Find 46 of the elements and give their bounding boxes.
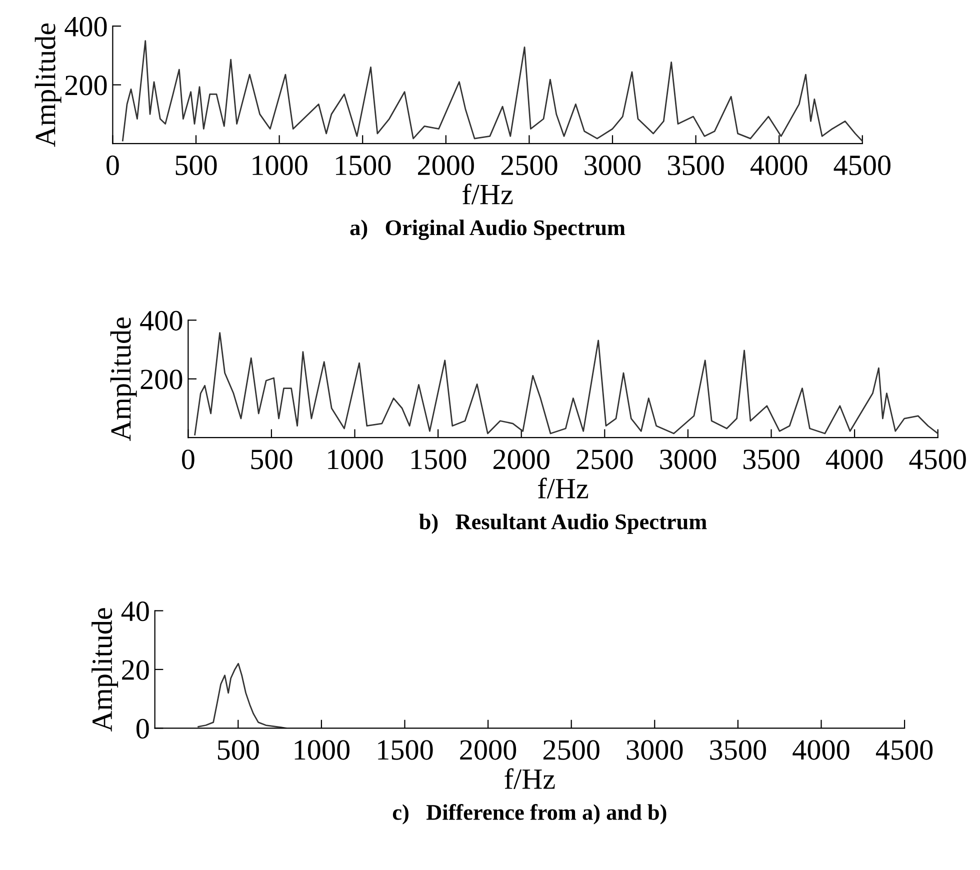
x-tick-label: 4000: [750, 156, 808, 176]
x-tick-label: 2000: [460, 740, 516, 760]
x-tick-label: 2000: [418, 156, 474, 176]
x-tick-label: 4500: [909, 450, 966, 470]
y-tick-label: 200: [65, 76, 107, 96]
text: a) Original Audio Spectrum: [350, 220, 626, 240]
x-axis-title: f/Hz: [504, 768, 555, 790]
x-tick-label: 2500: [501, 156, 558, 176]
x-tick-label: 1000: [252, 156, 308, 176]
y-tick-label: 400: [64, 16, 107, 37]
x-tick-label: 2500: [576, 450, 633, 470]
x-tick-label: 3500: [710, 740, 766, 760]
y-tick-label: 0: [136, 718, 149, 739]
x-tick-label: 500: [176, 156, 217, 176]
x-tick-label: 2500: [543, 740, 600, 760]
x-tick-label: 1500: [411, 450, 466, 470]
x-axis-title: f/Hz: [462, 184, 513, 204]
x-tick-label: 3000: [626, 740, 683, 760]
x-tick-label: 1500: [336, 156, 391, 176]
x-tick-label: 2000: [493, 450, 550, 470]
line-series: [194, 332, 938, 436]
x-tick-label: 4500: [876, 740, 933, 760]
text: b) Resultant Audio Spectrum: [419, 514, 707, 534]
y-axis-title: Amplitude: [92, 608, 118, 732]
line-series: [198, 662, 287, 728]
y-tick-label: 20: [122, 660, 149, 680]
x-axis-title: f/Hz: [538, 478, 588, 498]
x-tick-label: 4000: [826, 450, 883, 470]
x-tick-label: 500: [218, 740, 259, 760]
y-axis-title: Amplitude: [34, 23, 62, 147]
y-tick-label: 40: [121, 601, 149, 622]
x-tick-label: 1000: [294, 740, 350, 760]
x-tick-label: 1500: [378, 740, 433, 760]
y-tick-label: 200: [140, 370, 182, 390]
y-axis-title: Amplitude: [110, 318, 137, 441]
x-tick-label: 3000: [660, 450, 716, 470]
x-tick-label: 4000: [792, 740, 850, 760]
x-tick-label: 3500: [743, 450, 800, 470]
y-tick-label: 400: [140, 310, 182, 331]
x-tick-label: 1000: [328, 450, 383, 470]
x-tick-label: 3000: [584, 156, 641, 176]
x-tick-label: 4500: [834, 156, 890, 176]
line-series: [122, 40, 862, 142]
text: c) Difference from a) and b): [392, 804, 666, 824]
x-tick-label: 500: [251, 450, 292, 470]
x-tick-label: 3500: [668, 156, 724, 176]
